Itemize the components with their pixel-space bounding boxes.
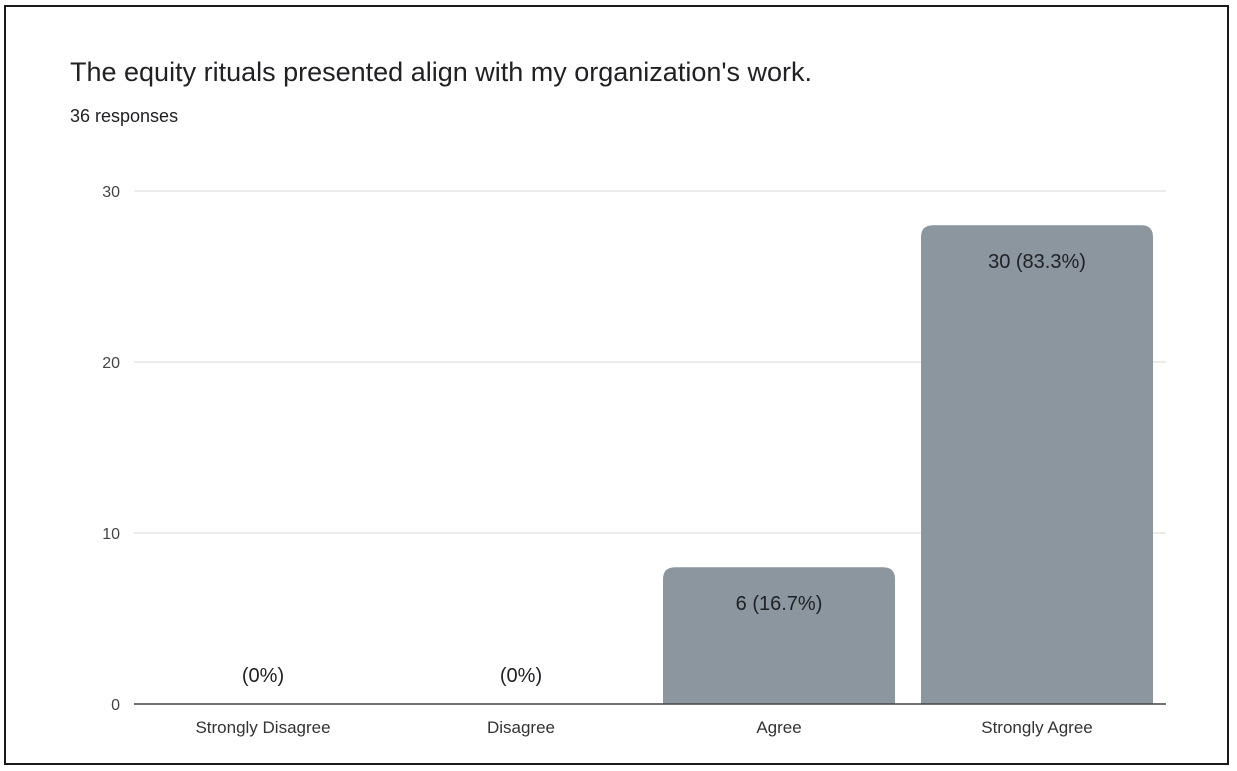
data-label: 6 (16.7%) — [736, 593, 823, 615]
x-tick-label: Agree — [756, 718, 801, 737]
y-tick-label: 10 — [102, 526, 120, 543]
bar-chart: 0 10 20 30 (0%) Strongly Disagree (0%) Disagree… — [102, 184, 1166, 737]
chart-card: The equity rituals presented align with … — [4, 5, 1229, 765]
x-tick-label: Strongly Agree — [981, 718, 1093, 737]
y-tick-label: 30 — [102, 184, 120, 201]
x-tick-label: Strongly Disagree — [195, 718, 330, 737]
data-label: (0%) — [242, 665, 284, 687]
chart-title: The equity rituals presented align with … — [70, 57, 813, 87]
bar — [921, 225, 1153, 704]
y-tick-label: 20 — [102, 355, 120, 372]
response-count: 36 responses — [70, 106, 179, 126]
x-tick-label: Disagree — [487, 718, 555, 737]
y-tick-label: 0 — [111, 697, 120, 714]
data-label: (0%) — [500, 665, 542, 687]
data-label: 30 (83.3%) — [988, 251, 1086, 273]
bar — [663, 567, 895, 704]
